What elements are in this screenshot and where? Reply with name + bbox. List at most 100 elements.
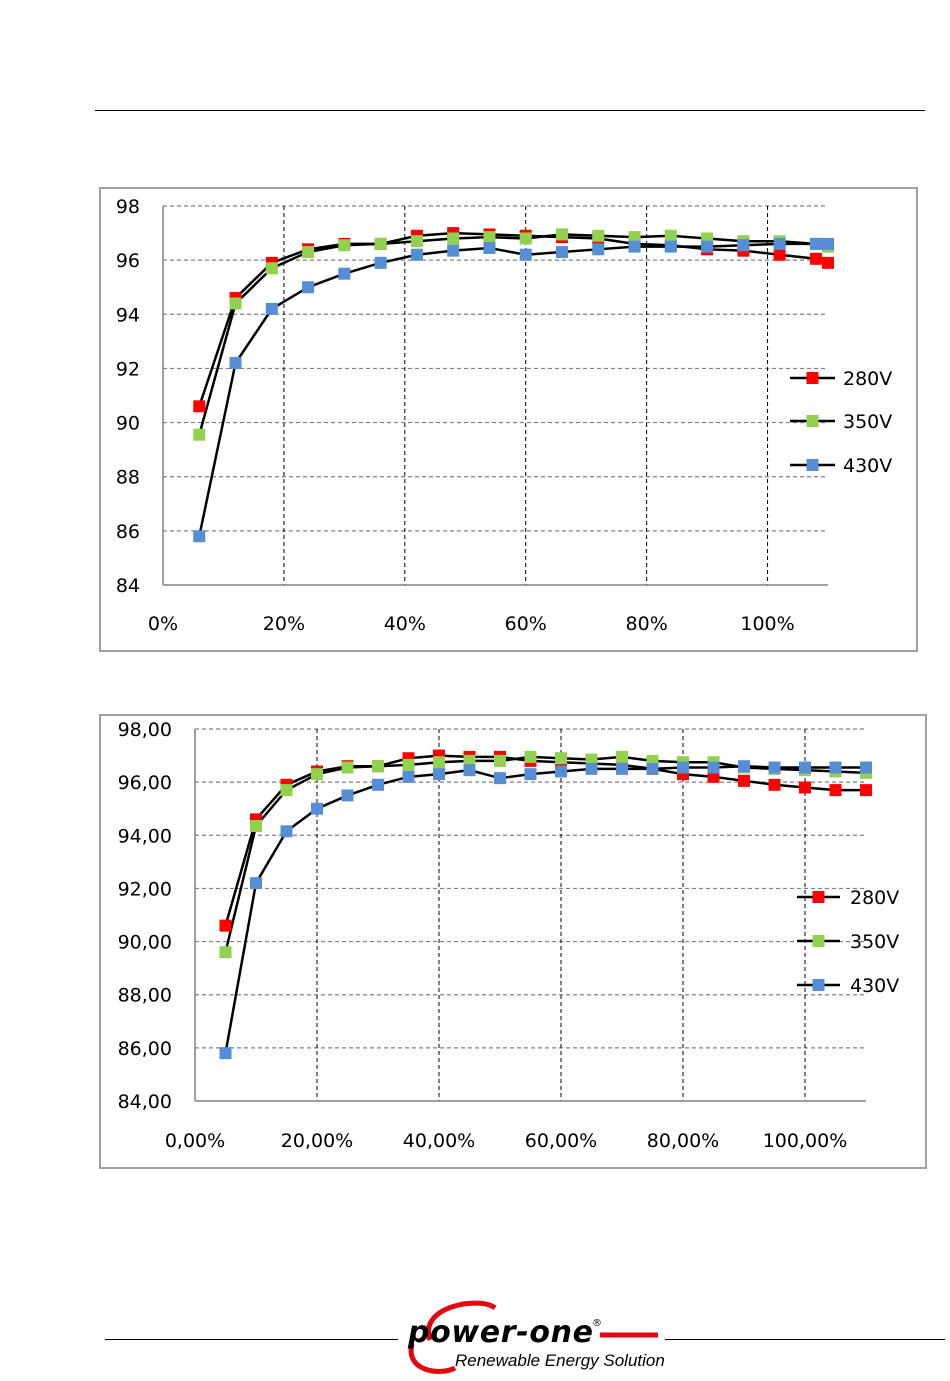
legend-label: 350V (850, 931, 899, 953)
data-point-350V (483, 231, 496, 244)
data-point-430V (860, 761, 872, 774)
legend-label: 280V (850, 887, 899, 909)
data-point-350V (302, 246, 315, 259)
data-point-280V (773, 248, 786, 261)
data-point-430V (338, 267, 351, 280)
data-point-430V (193, 530, 206, 543)
data-point-280V (829, 784, 842, 797)
x-tick-label: 80,00% (647, 1130, 719, 1152)
data-point-280V (193, 400, 206, 413)
legend-label: 430V (850, 975, 899, 997)
data-point-430V (311, 802, 323, 815)
data-point-430V (829, 761, 842, 774)
data-point-350V (193, 428, 206, 441)
data-point-430V (483, 241, 496, 254)
x-tick-label: 80% (626, 613, 668, 635)
data-point-430V (280, 825, 293, 838)
footer-rule-right (665, 1339, 945, 1340)
x-tick-label: 20,00% (281, 1130, 353, 1152)
data-point-280V (809, 252, 822, 265)
data-point-350V (616, 750, 628, 763)
data-point-430V (433, 768, 445, 781)
data-point-280V (822, 256, 834, 269)
data-point-430V (628, 240, 641, 253)
x-tick-label: 60,00% (525, 1130, 597, 1152)
y-tick-label: 88,00 (118, 985, 172, 1007)
data-point-430V (374, 256, 387, 269)
series-line-350V (224, 755, 867, 953)
series-line-430V (198, 242, 828, 537)
data-point-350V (402, 758, 415, 771)
data-point-350V (410, 235, 423, 248)
data-point-350V (463, 754, 476, 767)
data-point-350V (524, 750, 537, 763)
series-line-350V (198, 233, 829, 436)
data-point-350V (372, 760, 384, 773)
data-point-430V (410, 248, 423, 261)
data-point-430V (494, 772, 506, 785)
data-point-430V (585, 762, 598, 775)
y-tick-label: 84,00 (118, 1091, 172, 1113)
series-line-280V (224, 754, 866, 926)
legend-marker-350V (806, 415, 819, 427)
efficiency-chart-1 (99, 187, 918, 652)
data-point-430V (463, 764, 476, 777)
data-point-430V (341, 789, 354, 802)
y-tick-label: 92 (116, 358, 140, 380)
data-point-430V (809, 237, 822, 250)
data-point-430V (524, 768, 537, 781)
data-point-350V (219, 946, 232, 959)
y-tick-label: 90 (116, 413, 140, 435)
legend-label: 430V (843, 455, 892, 477)
data-point-430V (701, 240, 714, 253)
y-tick-label: 86,00 (118, 1038, 172, 1060)
data-point-430V (556, 246, 568, 259)
data-point-280V (738, 774, 750, 787)
logo-text: power-one (407, 1315, 593, 1350)
data-point-280V (860, 784, 872, 797)
data-point-280V (768, 778, 781, 791)
data-point-350V (229, 297, 242, 310)
legend-marker-430V (812, 979, 825, 991)
y-tick-label: 90,00 (118, 932, 172, 954)
data-point-350V (433, 756, 445, 769)
data-point-430V (799, 761, 811, 774)
legend-marker-350V (812, 935, 825, 947)
data-point-430V (447, 244, 460, 257)
data-point-350V (280, 784, 293, 797)
data-point-430V (737, 239, 750, 252)
x-tick-label: 40% (384, 613, 426, 635)
data-point-430V (664, 240, 677, 253)
y-tick-label: 86 (116, 521, 140, 543)
data-point-430V (592, 243, 605, 256)
x-tick-label: 100,00% (763, 1130, 848, 1152)
y-tick-label: 84 (116, 575, 140, 597)
data-point-430V (738, 760, 750, 773)
logo-arc-lower (408, 1343, 457, 1374)
legend-marker-430V (806, 459, 819, 471)
data-point-350V (519, 232, 532, 245)
y-tick-label: 98,00 (118, 719, 172, 741)
data-point-350V (447, 232, 460, 245)
legend-marker-280V (812, 891, 825, 903)
data-point-430V (402, 770, 415, 783)
data-point-430V (677, 761, 689, 774)
data-point-430V (302, 281, 315, 294)
data-point-430V (265, 302, 278, 315)
data-point-430V (768, 761, 781, 774)
data-point-280V (219, 919, 232, 932)
y-tick-label: 94 (116, 304, 140, 326)
x-tick-label: 100% (740, 613, 794, 635)
x-tick-label: 0% (148, 613, 178, 635)
data-point-280V (799, 781, 811, 794)
data-point-350V (664, 229, 677, 242)
data-point-350V (341, 761, 354, 774)
data-point-350V (374, 237, 387, 250)
footer-rule-left (105, 1339, 398, 1340)
logo-arc (426, 1300, 497, 1341)
data-point-430V (519, 248, 532, 261)
y-tick-label: 96,00 (118, 772, 172, 794)
data-point-430V (372, 778, 384, 791)
data-point-350V (311, 768, 323, 781)
series-line-430V (224, 764, 866, 1054)
